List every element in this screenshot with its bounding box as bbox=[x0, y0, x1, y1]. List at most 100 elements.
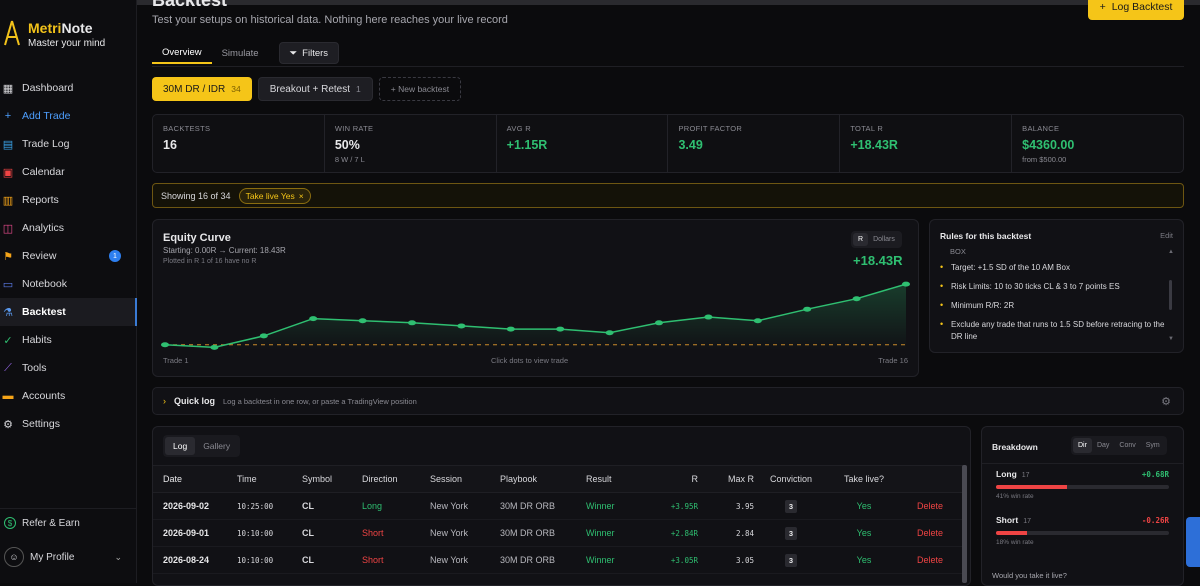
quick-log-bar[interactable]: › Quick log Log a backtest in one row, o… bbox=[152, 387, 1184, 415]
cell-playbook: 30M DR ORB bbox=[500, 528, 556, 538]
tab-simulate[interactable]: Simulate bbox=[221, 47, 259, 59]
scroll-down-icon[interactable]: ▼ bbox=[1168, 336, 1174, 342]
sidebar-item-reports[interactable]: ▥ Reports bbox=[0, 186, 137, 214]
flag-icon: ⚑ bbox=[3, 250, 13, 263]
equity-point[interactable] bbox=[803, 306, 812, 312]
cell-direction: Short bbox=[362, 528, 384, 538]
delete-button[interactable]: Delete bbox=[916, 555, 943, 565]
table-row[interactable]: 2026-09-02 10:25:00 CL Long New York 30M… bbox=[153, 493, 964, 520]
tab-overview[interactable]: Overview bbox=[152, 42, 212, 64]
toggle-r[interactable]: R bbox=[853, 233, 869, 246]
cell-take-live[interactable]: Yes bbox=[856, 528, 872, 538]
equity-point[interactable] bbox=[605, 330, 614, 336]
col-symbol[interactable]: Symbol bbox=[302, 474, 333, 484]
col-result[interactable]: Result bbox=[586, 474, 612, 484]
tab-sym[interactable]: Sym bbox=[1145, 442, 1160, 449]
col-take-live[interactable]: Take live? bbox=[843, 474, 885, 484]
table-row[interactable]: 2026-09-01 10:10:00 CL Short New York 30… bbox=[153, 520, 964, 547]
chip-label: 30M DR / IDR bbox=[163, 83, 226, 95]
breakdown-value: -0.26R bbox=[1141, 516, 1169, 525]
equity-point[interactable] bbox=[309, 316, 318, 322]
calendar-icon: ▣ bbox=[2, 166, 14, 179]
showing-count: Showing 16 of 34 bbox=[161, 190, 231, 201]
breakdown-divider bbox=[982, 463, 1183, 464]
sidebar-item-habits[interactable]: ✓ Habits bbox=[0, 326, 137, 354]
equity-point[interactable] bbox=[161, 342, 169, 348]
backtest-chip-30m-dr[interactable]: 30M DR / IDR 34 bbox=[152, 77, 252, 101]
delete-button[interactable]: Delete bbox=[916, 501, 943, 511]
new-backtest-button[interactable]: + New backtest bbox=[378, 77, 462, 101]
equity-point[interactable] bbox=[753, 318, 762, 324]
col-playbook[interactable]: Playbook bbox=[500, 474, 538, 484]
scroll-up-icon[interactable]: ▲ bbox=[1168, 249, 1174, 255]
col-time[interactable]: Time bbox=[237, 474, 257, 484]
sidebar-item-notebook[interactable]: ▭ Notebook bbox=[0, 270, 137, 298]
tab-conv[interactable]: Conv bbox=[1119, 442, 1136, 449]
close-icon[interactable]: × bbox=[298, 190, 304, 201]
table-scrollbar[interactable] bbox=[962, 465, 967, 583]
equity-point[interactable] bbox=[457, 323, 466, 329]
sidebar-item-backtest[interactable]: ⚗ Backtest bbox=[0, 298, 137, 326]
filter-pill-take-live[interactable]: Take live Yes × bbox=[238, 187, 311, 204]
sidebar-item-settings[interactable]: ⚙ Settings bbox=[0, 410, 137, 438]
profile-menu[interactable]: ☺ My Profile ⌄ bbox=[4, 547, 122, 567]
toggle-dollars[interactable]: Dollars bbox=[873, 236, 895, 243]
tab-log[interactable]: Log bbox=[165, 437, 196, 455]
sidebar-item-trade-log[interactable]: ▤ Trade Log bbox=[0, 130, 137, 158]
col-conviction[interactable]: Conviction bbox=[769, 474, 813, 484]
win-rate-text: 18% win rate bbox=[996, 539, 1034, 546]
rules-scrollbar[interactable] bbox=[1169, 280, 1172, 310]
check-circle-icon: ✓ bbox=[3, 334, 13, 347]
breakdown-label: Long bbox=[996, 469, 1017, 479]
stat-win-rate: WIN RATE 50% 8 W / 7 L bbox=[325, 115, 497, 172]
sidebar-item-dashboard[interactable]: ▦ Dashboard bbox=[0, 74, 137, 102]
col-date[interactable]: Date bbox=[163, 474, 183, 484]
delete-button[interactable]: Delete bbox=[916, 528, 943, 538]
sidebar-item-accounts[interactable]: ▬ Accounts bbox=[0, 382, 137, 410]
tab-dir[interactable]: Dir bbox=[1073, 438, 1092, 453]
equity-point[interactable] bbox=[210, 344, 219, 350]
equity-point[interactable] bbox=[358, 318, 367, 324]
feedback-side-tab[interactable] bbox=[1186, 517, 1200, 567]
tab-day[interactable]: Day bbox=[1096, 442, 1110, 449]
book-icon: ▭ bbox=[2, 278, 14, 291]
breakdown-label: Short bbox=[996, 515, 1019, 525]
plus-icon: + bbox=[4, 110, 12, 122]
equity-point[interactable] bbox=[902, 281, 910, 287]
equity-point[interactable] bbox=[259, 333, 268, 339]
cell-take-live[interactable]: Yes bbox=[856, 501, 872, 511]
table-row[interactable]: 2026-08-24 10:10:00 CL Short New York 30… bbox=[153, 547, 964, 574]
equity-point[interactable] bbox=[556, 326, 565, 332]
col-direction[interactable]: Direction bbox=[362, 474, 398, 484]
refer-label: Refer & Earn bbox=[22, 517, 80, 529]
stats-strip: BACKTESTS 16 WIN RATE 50% 8 W / 7 L AVG R +1… bbox=[152, 114, 1184, 173]
breakdown-value: +0.68R bbox=[1141, 470, 1169, 479]
sidebar-item-calendar[interactable]: ▣ Calendar bbox=[0, 158, 137, 186]
sidebar-item-review[interactable]: ⚑ Review 1 bbox=[0, 242, 137, 270]
col-session[interactable]: Session bbox=[430, 474, 463, 484]
equity-point[interactable] bbox=[852, 296, 861, 302]
cell-r: +3.95R bbox=[670, 501, 698, 511]
log-backtest-button[interactable]: + Log Backtest bbox=[1088, 0, 1184, 20]
equity-point[interactable] bbox=[655, 320, 663, 326]
sidebar-item-add-trade[interactable]: + Add Trade bbox=[0, 102, 137, 130]
equity-point[interactable] bbox=[408, 320, 416, 326]
cell-direction: Short bbox=[362, 555, 384, 565]
col-r[interactable]: R bbox=[691, 474, 699, 484]
sidebar-item-tools[interactable]: ⟋ Tools bbox=[0, 354, 137, 382]
breakdown-title: Breakdown bbox=[992, 442, 1038, 452]
backtest-chip-breakout[interactable]: Breakout + Retest 1 bbox=[257, 77, 373, 101]
rules-edit-link[interactable]: Edit bbox=[1160, 231, 1173, 240]
sidebar-item-analytics[interactable]: ◫ Analytics bbox=[0, 214, 137, 242]
quick-log-description: Log a backtest in one row, or paste a Tr… bbox=[223, 396, 417, 406]
filters-button[interactable]: ⏷ Filters bbox=[278, 42, 340, 64]
gear-icon[interactable]: ⚙ bbox=[1161, 396, 1171, 408]
col-max-r[interactable]: Max R bbox=[727, 474, 754, 484]
equity-point[interactable] bbox=[704, 314, 713, 320]
tab-gallery[interactable]: Gallery bbox=[203, 441, 231, 451]
cell-take-live[interactable]: Yes bbox=[856, 555, 872, 565]
refer-earn-link[interactable]: $ Refer & Earn bbox=[4, 517, 80, 529]
brand[interactable]: MetriNote Master your mind bbox=[4, 20, 105, 49]
analytics-icon: ◫ bbox=[2, 222, 14, 235]
equity-point[interactable] bbox=[506, 326, 515, 332]
